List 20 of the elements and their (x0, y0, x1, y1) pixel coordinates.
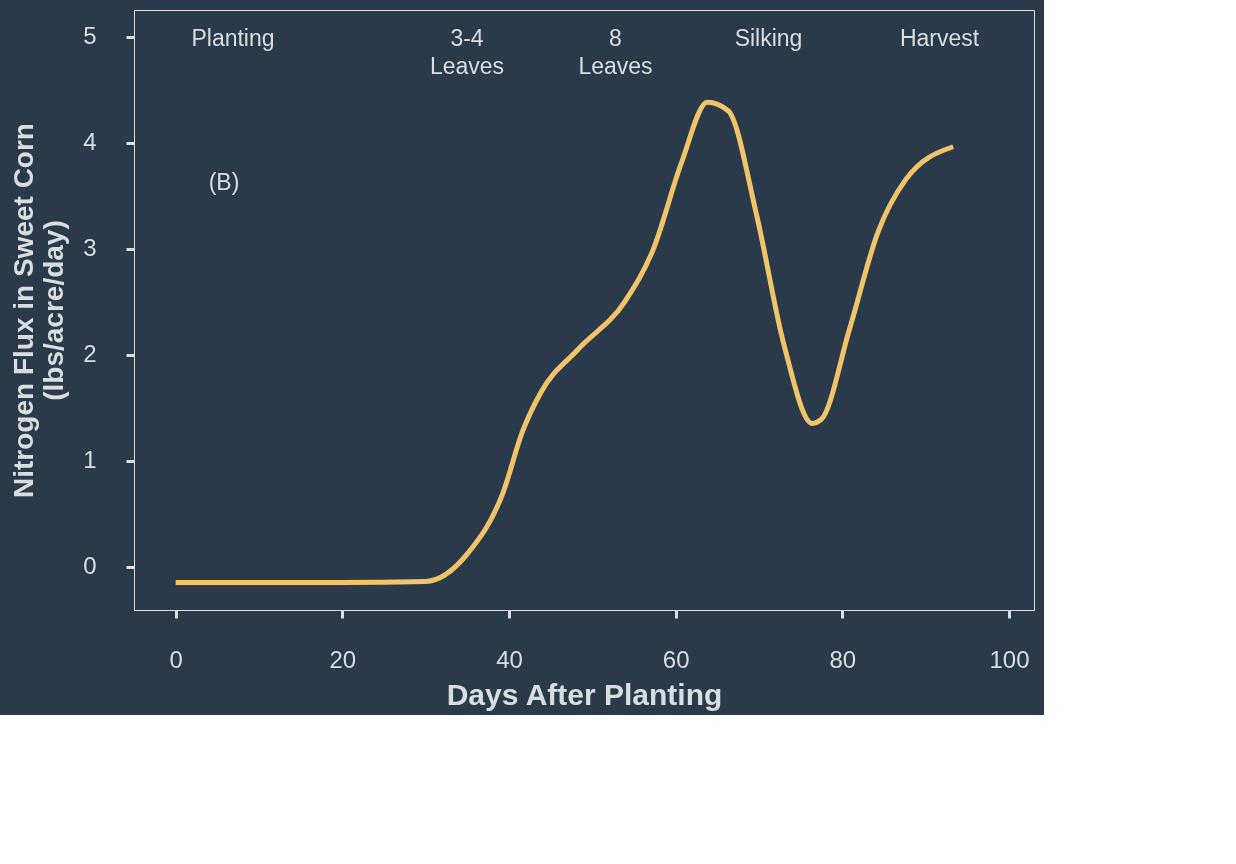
x-tick-label: 60 (662, 645, 690, 673)
annotation: 3-4 Leaves (429, 25, 505, 79)
annotation: Silking (734, 25, 803, 51)
x-tick-label: 100 (989, 645, 1030, 673)
annotation: Planting (191, 25, 275, 51)
y-tick-label: 2 (83, 340, 97, 368)
x-tick-label: 80 (829, 645, 857, 673)
y-tick-label: 3 (83, 234, 97, 262)
annotation: 8 Leaves (578, 25, 653, 79)
y-tick-label: 5 (83, 22, 97, 49)
y-tick-label: 4 (83, 128, 97, 156)
annotation: (B) (208, 169, 240, 195)
y-axis-title: Nitrogen Flux in Sweet Corn (lbs/acre/day) (8, 123, 70, 498)
annotation: Harvest (899, 25, 980, 51)
y-tick-label: 0 (83, 552, 97, 580)
y-tick-label: 1 (83, 446, 97, 474)
x-axis-title: Days After Planting (446, 677, 723, 711)
x-tick-label: 20 (329, 645, 357, 673)
x-tick-label: 0 (169, 645, 183, 673)
x-tick-label: 40 (496, 645, 523, 673)
